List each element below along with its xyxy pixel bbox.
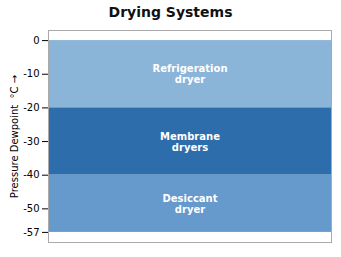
svg-text:-40: -40 (23, 169, 39, 180)
svg-text:Pressure Dewpoint °C →: Pressure Dewpoint °C → (9, 75, 20, 198)
svg-text:Membranedryers: Membranedryers (160, 131, 220, 153)
svg-text:Refrigerationdryer: Refrigerationdryer (152, 63, 227, 85)
svg-text:0: 0 (33, 35, 39, 46)
svg-text:-30: -30 (23, 136, 39, 147)
svg-text:-20: -20 (23, 102, 39, 113)
svg-text:-50: -50 (23, 203, 39, 214)
svg-text:-57: -57 (23, 227, 39, 238)
svg-text:-10: -10 (23, 68, 39, 79)
svg-text:Desiccantdryer: Desiccantdryer (163, 193, 218, 215)
html-text:Drying Systems: Drying Systems (108, 4, 233, 20)
